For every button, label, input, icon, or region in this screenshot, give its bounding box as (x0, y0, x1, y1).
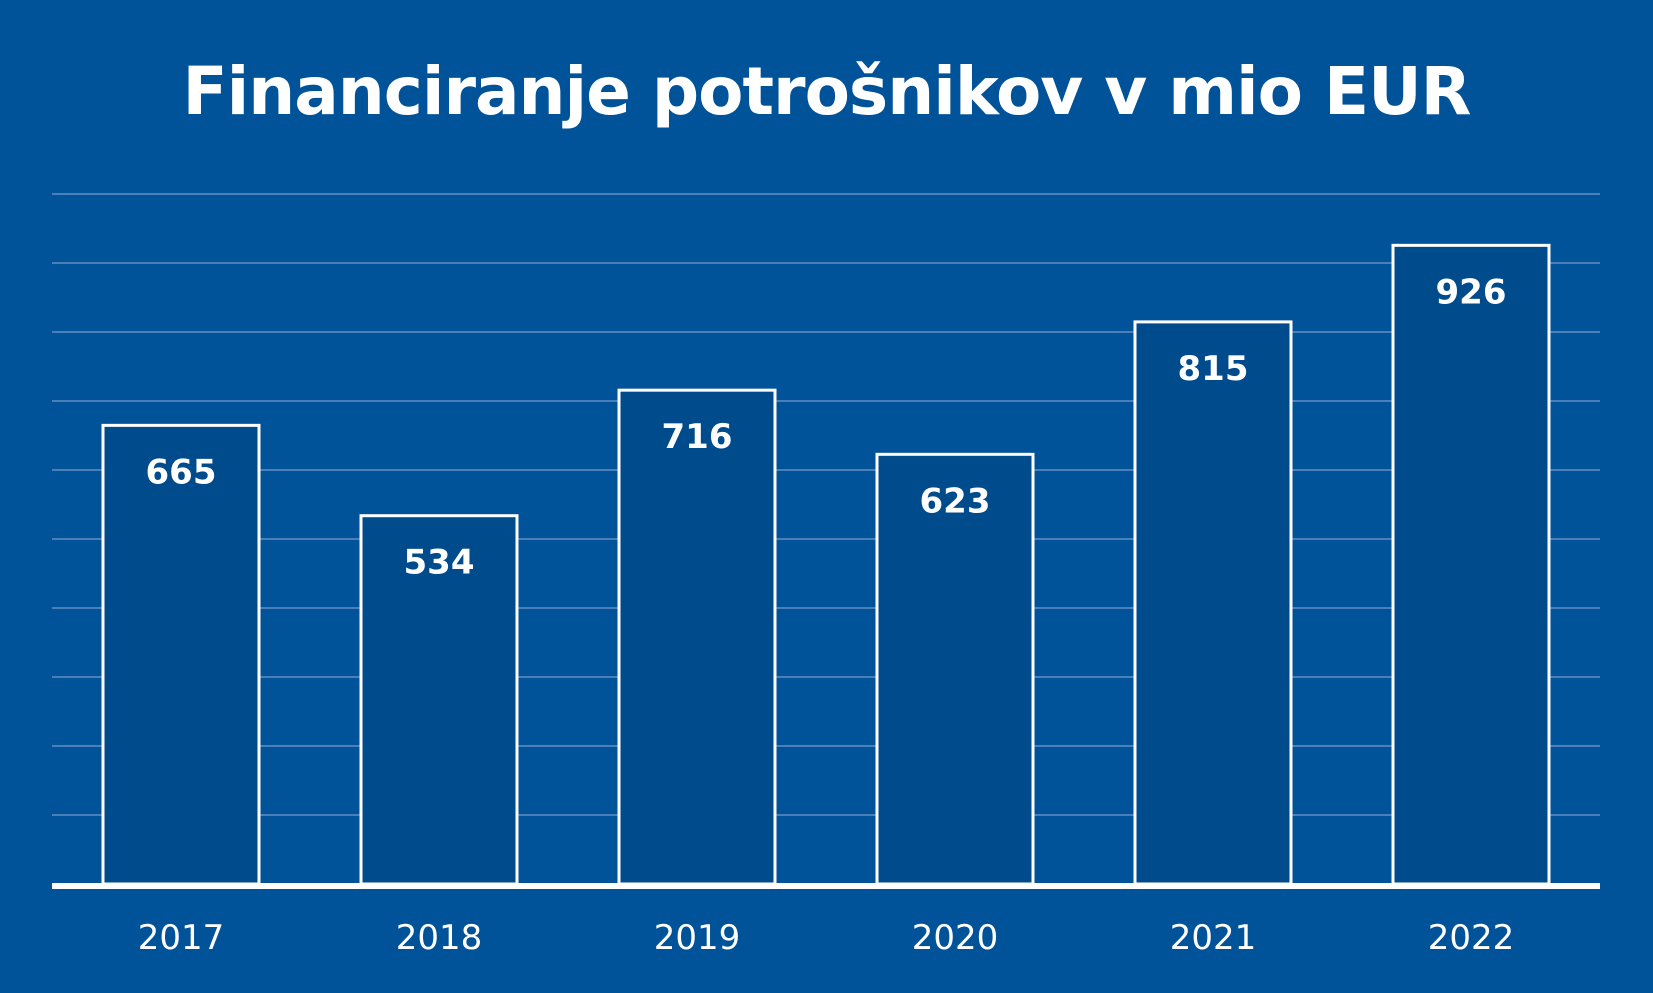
data-label-2022: 926 (1436, 272, 1507, 312)
bar-2022 (1391, 243, 1551, 886)
bar-2018 (359, 514, 519, 886)
x-tick-label-2018: 2018 (396, 918, 483, 958)
data-label-2021: 815 (1178, 349, 1249, 389)
data-label-2020: 623 (920, 481, 991, 521)
x-tick-label-2022: 2022 (1428, 918, 1515, 958)
data-label-2017: 665 (146, 452, 217, 492)
bar-2017 (101, 423, 261, 886)
bar-2021 (1133, 320, 1293, 886)
data-label-2018: 534 (404, 543, 475, 583)
chart-title: Financiranje potrošnikov v mio EUR (182, 53, 1472, 130)
x-tick-label-2021: 2021 (1170, 918, 1257, 958)
data-label-2019: 716 (662, 417, 733, 457)
x-tick-label-2020: 2020 (912, 918, 999, 958)
bar-2019 (617, 388, 777, 886)
bar-2020 (875, 452, 1035, 886)
x-tick-label-2017: 2017 (138, 918, 225, 958)
x-tick-label-2019: 2019 (654, 918, 741, 958)
